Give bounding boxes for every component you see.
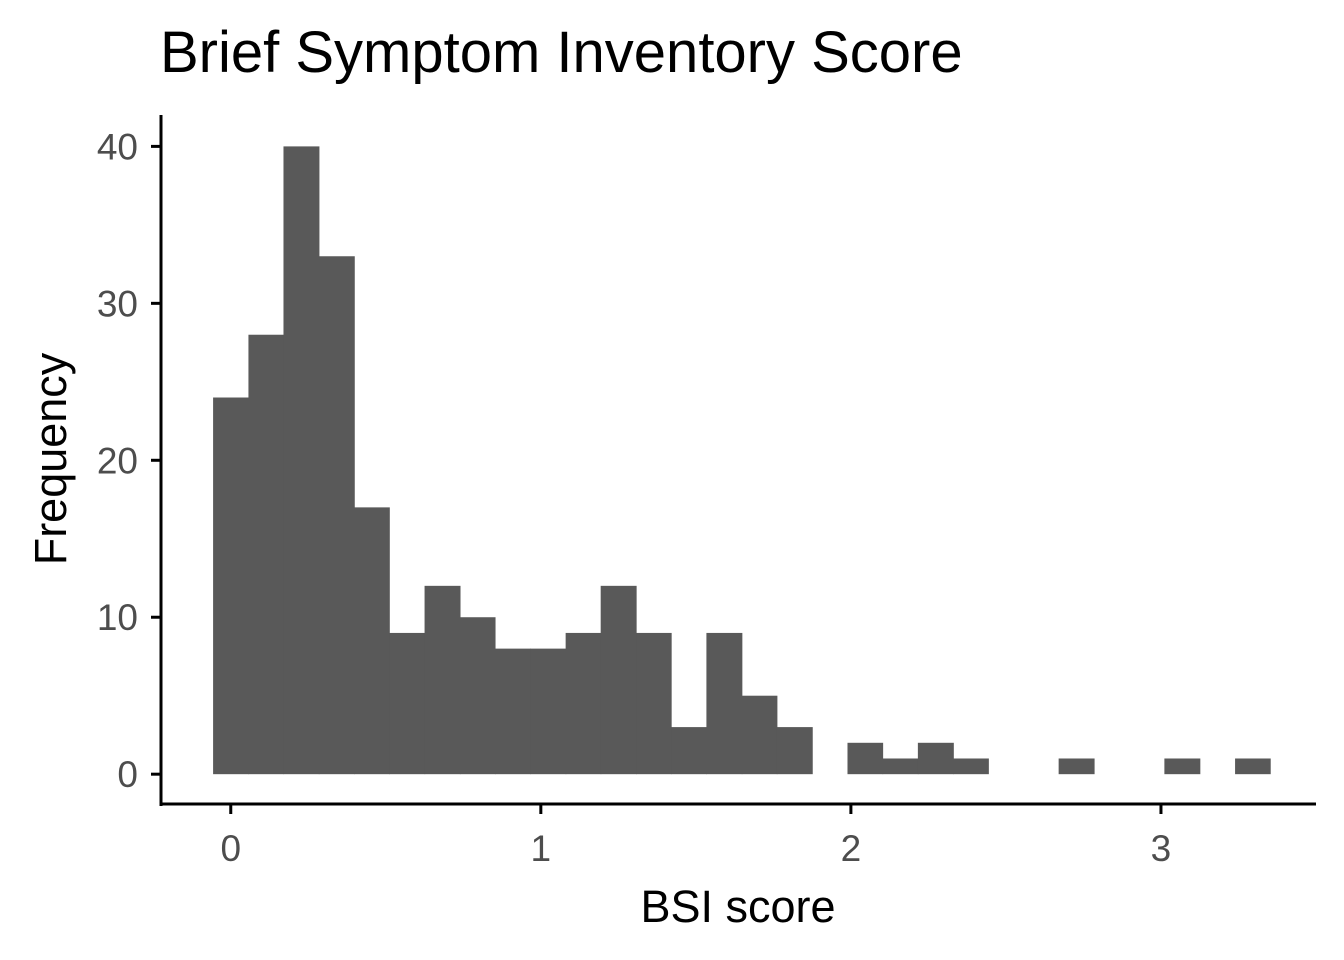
histogram-bar [389, 632, 426, 775]
histogram-bar [318, 256, 355, 775]
histogram-bar [600, 585, 637, 775]
histogram-bar [917, 742, 954, 775]
histogram-bar [882, 758, 919, 775]
chart-title: Brief Symptom Inventory Score [160, 20, 963, 85]
y-axis-ticks: 0 10 20 30 40 [97, 126, 161, 795]
y-tick-label: 30 [97, 283, 138, 324]
histogram-bar [741, 695, 778, 775]
histogram-bar [565, 632, 602, 775]
histogram-bar [1164, 758, 1201, 775]
y-tick-label: 20 [97, 440, 138, 481]
x-axis-label: BSI score [640, 881, 835, 932]
histogram-bar [706, 632, 743, 775]
histogram-bars [213, 146, 1271, 775]
histogram-bar [248, 334, 285, 775]
histogram-bar [459, 617, 496, 775]
histogram-bar [671, 727, 708, 775]
y-tick-label: 0 [117, 754, 138, 795]
x-tick-label: 0 [220, 828, 241, 869]
histogram-bar [1058, 758, 1095, 775]
x-axis-ticks: 0 1 2 3 [220, 804, 1171, 869]
y-axis-label: Frequency [25, 352, 76, 565]
histogram-bar [283, 146, 320, 775]
histogram-bar [354, 507, 390, 775]
histogram-bar [1235, 758, 1271, 775]
x-tick-label: 2 [841, 828, 862, 869]
histogram-bar [953, 758, 989, 775]
histogram-bar [636, 632, 672, 775]
y-tick-label: 40 [97, 126, 138, 167]
histogram-bar [494, 648, 531, 775]
histogram-bar [776, 727, 813, 775]
x-tick-label: 3 [1151, 828, 1172, 869]
y-tick-label: 10 [97, 597, 138, 638]
histogram-bar [424, 585, 461, 775]
histogram-bar [847, 742, 884, 775]
histogram-bar [530, 648, 567, 775]
x-tick-label: 1 [531, 828, 552, 869]
histogram-bar [213, 397, 250, 775]
